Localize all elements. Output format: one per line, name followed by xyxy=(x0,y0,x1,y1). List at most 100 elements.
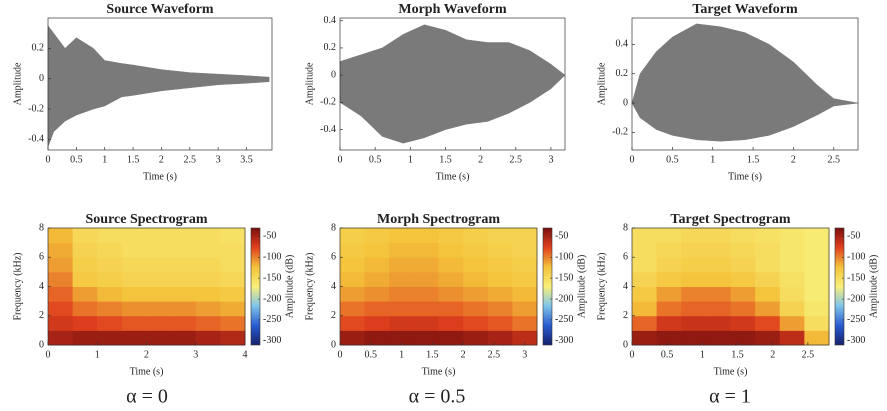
spectrogram-cell xyxy=(340,286,366,302)
spectrogram-cell xyxy=(340,242,366,258)
spectrogram-cell xyxy=(220,330,246,346)
spectrogram-cell xyxy=(755,315,781,331)
spectrogram-cell xyxy=(755,257,781,273)
spectrogram-cell xyxy=(804,286,830,302)
y-tick-label: 8 xyxy=(623,222,628,233)
colorbar-label: Amplitude (dB) xyxy=(576,255,587,319)
spectrogram-cell xyxy=(413,228,439,244)
caption: α = 0 xyxy=(126,386,168,408)
colorbar-tick-label: -200 xyxy=(263,293,281,304)
spectrogram-cell xyxy=(220,301,246,317)
y-tick-label: 8 xyxy=(331,222,336,233)
spectrogram-cell xyxy=(730,242,756,258)
waveform-envelope xyxy=(47,24,270,79)
spectrogram-cell xyxy=(632,330,658,346)
spectrogram-cell xyxy=(755,228,781,244)
spectrogram-cell xyxy=(389,271,415,287)
y-tick-label: 4 xyxy=(39,281,44,292)
waveform-envelope xyxy=(47,78,270,148)
spectrogram-cell xyxy=(779,301,805,317)
colorbar-tick-label: -50 xyxy=(555,231,568,242)
colorbar-tick-label: -150 xyxy=(555,272,573,283)
spectrogram-cell xyxy=(512,286,538,302)
colorbar-label: Amplitude (dB) xyxy=(868,255,879,319)
spectrogram-cell xyxy=(413,257,439,273)
spectrogram-cell xyxy=(487,301,513,317)
caption: α = 1 xyxy=(709,386,751,408)
x-tick-label: 2.5 xyxy=(828,154,841,165)
spectrogram-cell xyxy=(413,315,439,331)
spectrogram-cell xyxy=(705,257,731,273)
y-tick-label: 0 xyxy=(623,97,628,108)
chart-title: Source Spectrogram xyxy=(86,212,208,227)
x-tick-label: 2.5 xyxy=(802,349,815,360)
spectrogram-cell xyxy=(438,315,464,331)
spectrogram-cell xyxy=(340,301,366,317)
spectrogram-cell xyxy=(195,315,221,331)
spectrogram-cell xyxy=(487,228,513,244)
spectrogram-cell xyxy=(632,301,658,317)
spectrogram-cell xyxy=(512,301,538,317)
spectrogram-cell xyxy=(512,315,538,331)
x-tick-label: 1 xyxy=(408,154,413,165)
x-tick-label: 2 xyxy=(461,349,466,360)
y-tick-label: 2 xyxy=(331,310,336,321)
spectrogram-cell xyxy=(438,257,464,273)
y-axis-label: Frequency (kHz) xyxy=(596,252,607,320)
spectrogram-cell xyxy=(121,242,147,258)
spectrogram-cell xyxy=(146,301,172,317)
y-tick-label: 0.2 xyxy=(616,68,629,79)
y-axis-label: Frequency (kHz) xyxy=(12,252,23,320)
y-tick-label: 0.4 xyxy=(616,39,629,50)
spectrogram-cell xyxy=(340,271,366,287)
spectrogram-cell xyxy=(512,257,538,273)
spectrogram-cell xyxy=(389,315,415,331)
spectrogram-cell xyxy=(681,228,707,244)
spectrogram-cell xyxy=(195,286,221,302)
spectrogram-cell xyxy=(779,330,805,346)
colorbar xyxy=(542,227,553,346)
spectrogram-cell xyxy=(730,257,756,273)
y-tick-label: 6 xyxy=(331,252,336,263)
colorbar-tick-label: -300 xyxy=(555,335,573,346)
spectrogram-cell xyxy=(438,242,464,258)
spectrogram-cell xyxy=(171,301,197,317)
x-tick-label: 3 xyxy=(193,349,198,360)
y-tick-label: 0 xyxy=(623,339,628,350)
spectrogram-cell xyxy=(48,301,74,317)
spectrogram-cell xyxy=(730,315,756,331)
y-tick-label: -0.4 xyxy=(320,124,336,135)
spectrogram-cell xyxy=(48,330,74,346)
spectrogram-cell xyxy=(364,301,390,317)
y-tick-label: 2 xyxy=(623,310,628,321)
spectrogram-cell xyxy=(171,257,197,273)
spectrogram-cell xyxy=(755,271,781,287)
y-tick-label: 0 xyxy=(39,339,44,350)
y-axis-label: Frequency (kHz) xyxy=(304,252,315,320)
x-tick-label: 2 xyxy=(159,154,164,165)
spectrogram-cell xyxy=(146,315,172,331)
colorbar-tick-label: -50 xyxy=(263,231,276,242)
spectrogram-cell xyxy=(364,286,390,302)
spectrogram-cell xyxy=(463,242,489,258)
spectrogram-cell xyxy=(705,242,731,258)
x-tick-label: 1.5 xyxy=(426,349,439,360)
spectrogram-cell xyxy=(656,242,682,258)
spectrogram-cell xyxy=(487,330,513,346)
spectrogram-cell xyxy=(804,257,830,273)
colorbar-tick-label: -100 xyxy=(555,252,573,263)
spectrogram-cell xyxy=(121,330,147,346)
spectrogram-cell xyxy=(72,271,98,287)
spectrogram-cell xyxy=(48,228,74,244)
waveform-envelope xyxy=(339,74,566,144)
spectrogram-cell xyxy=(705,286,731,302)
spectrogram-cell xyxy=(512,228,538,244)
spectrogram-cell xyxy=(364,228,390,244)
spectrogram-cell xyxy=(705,315,731,331)
x-tick-label: 0 xyxy=(630,349,635,360)
spectrogram-cell xyxy=(121,271,147,287)
spectrogram-cell xyxy=(72,330,98,346)
spectrogram-cell xyxy=(681,330,707,346)
spectrogram-cell xyxy=(705,301,731,317)
